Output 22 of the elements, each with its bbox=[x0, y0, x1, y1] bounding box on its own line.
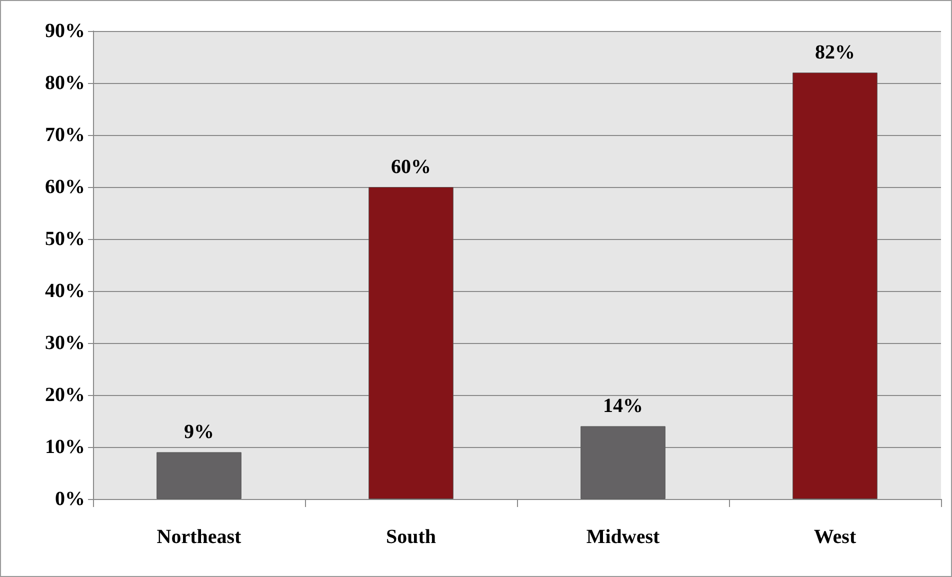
y-tick-label: 10% bbox=[45, 436, 85, 458]
x-tick-label: Northeast bbox=[156, 526, 242, 548]
y-tick-label: 30% bbox=[45, 332, 85, 354]
data-label: 60% bbox=[391, 156, 431, 178]
x-tick-label: Midwest bbox=[586, 526, 660, 548]
data-label: 82% bbox=[815, 42, 855, 64]
y-tick-label: 50% bbox=[45, 228, 85, 250]
x-tick-label: South bbox=[386, 526, 436, 548]
y-tick-label: 80% bbox=[45, 72, 85, 94]
y-tick-label: 20% bbox=[45, 384, 85, 406]
data-label: 9% bbox=[184, 421, 214, 444]
y-tick-label: 40% bbox=[45, 280, 85, 302]
y-tick-label: 70% bbox=[45, 124, 85, 146]
bar bbox=[156, 452, 242, 499]
x-tick-label: West bbox=[814, 526, 856, 548]
data-label: 14% bbox=[603, 395, 643, 418]
bar bbox=[580, 426, 666, 499]
y-tick-label: 0% bbox=[55, 488, 85, 510]
bar bbox=[792, 72, 878, 499]
bar bbox=[368, 187, 454, 499]
y-tick-label: 90% bbox=[45, 20, 85, 42]
y-tick-label: 60% bbox=[45, 176, 85, 198]
